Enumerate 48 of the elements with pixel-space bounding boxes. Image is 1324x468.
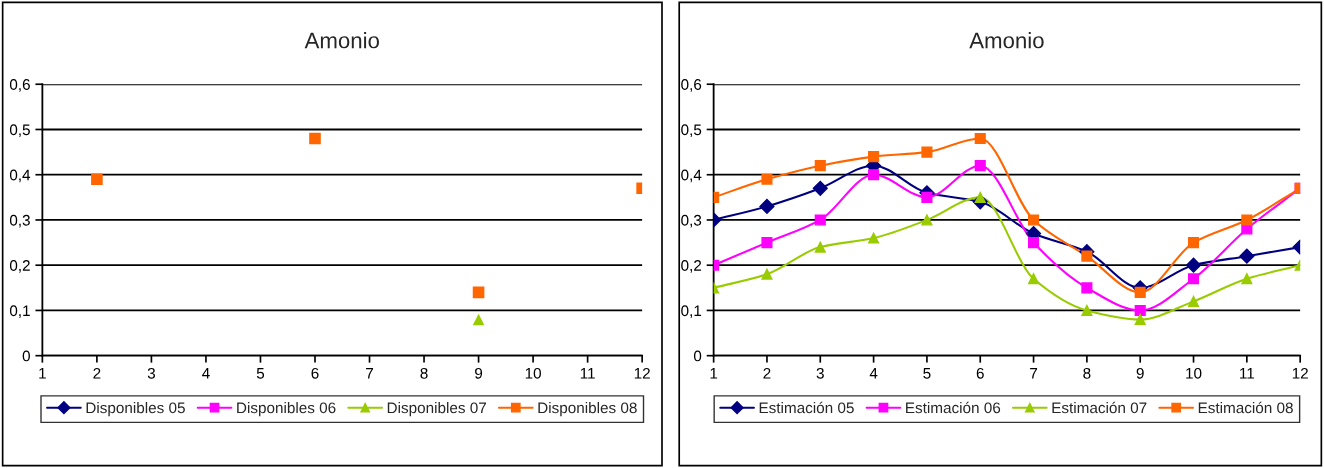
y-tick-label: 0,5 — [681, 124, 702, 137]
legend-label: Estimación 08 — [1198, 401, 1293, 414]
x-tick-label: 7 — [1030, 368, 1038, 379]
x-tick-label: 3 — [147, 367, 155, 379]
x-tick-label: 11 — [580, 368, 595, 379]
y-tick-label: 0,5 — [9, 124, 30, 137]
y-tick-label: 0,3 — [681, 214, 702, 228]
x-tick-label: 6 — [976, 367, 984, 379]
y-tick-label: 0,1 — [9, 305, 30, 318]
chart-title: Amonio — [304, 32, 379, 49]
x-tick-label: 6 — [311, 367, 319, 379]
x-tick-label: 9 — [475, 367, 483, 379]
x-tick-label: 7 — [366, 368, 373, 379]
x-tick-label: 9 — [1136, 367, 1144, 379]
x-tick-label: 12 — [1292, 367, 1308, 379]
legend-label: Disponibles 07 — [387, 402, 487, 417]
legend-label: Disponibles 08 — [538, 402, 637, 417]
y-tick-label: 0 — [22, 350, 30, 362]
y-tick-label: 0,6 — [681, 79, 702, 92]
x-tick-label: 10 — [1186, 367, 1202, 379]
x-tick-label: 1 — [710, 368, 718, 379]
y-tick-label: 0,4 — [9, 169, 31, 183]
x-tick-label: 2 — [93, 367, 101, 379]
x-tick-label: 2 — [763, 367, 771, 379]
y-tick-label: 0 — [693, 350, 702, 362]
legend-label: Estimación 07 — [1052, 401, 1147, 414]
x-tick-label: 3 — [816, 367, 824, 379]
legend-label: Disponibles 05 — [86, 402, 185, 417]
x-tick-label: 11 — [1240, 368, 1255, 379]
x-tick-label: 5 — [923, 368, 931, 379]
y-tick-label: 0,1 — [681, 305, 702, 318]
x-tick-label: 12 — [634, 367, 650, 379]
x-tick-label: 4 — [202, 368, 210, 379]
x-tick-label: 8 — [1083, 367, 1091, 379]
x-tick-label: 5 — [256, 368, 265, 379]
x-tick-label: 4 — [869, 368, 878, 379]
legend-label: Estimación 05 — [759, 401, 854, 414]
y-tick-label: 0,3 — [9, 214, 30, 228]
x-tick-label: 10 — [525, 367, 541, 379]
legend-label: Estimación 06 — [906, 401, 1001, 414]
y-tick-label: 0,6 — [9, 79, 30, 92]
x-tick-label: 1 — [39, 368, 46, 379]
y-tick-label: 0,2 — [681, 260, 702, 273]
x-tick-label: 8 — [420, 367, 428, 379]
legend-label: Disponibles 06 — [237, 402, 336, 417]
y-tick-label: 0,2 — [9, 260, 30, 273]
chart-title: Amonio — [969, 32, 1044, 49]
y-tick-label: 0,4 — [681, 169, 702, 183]
